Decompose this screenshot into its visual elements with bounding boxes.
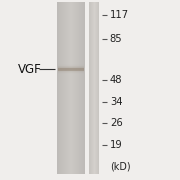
Bar <box>63 2 64 174</box>
Bar <box>58 70 84 71</box>
Bar <box>76 2 77 174</box>
Bar <box>72 2 73 174</box>
Bar <box>66 2 67 174</box>
Bar <box>80 2 81 174</box>
Bar <box>58 69 84 70</box>
Bar <box>74 2 75 174</box>
Bar <box>74 2 75 174</box>
Bar <box>58 68 84 71</box>
Bar <box>71 2 72 174</box>
Bar <box>96 2 97 174</box>
Bar <box>59 2 60 174</box>
Bar <box>81 2 82 174</box>
Bar <box>60 2 61 174</box>
Bar <box>60 2 61 174</box>
Bar <box>58 64 84 65</box>
Bar <box>78 2 79 174</box>
Bar <box>67 2 68 174</box>
Bar <box>77 2 78 174</box>
Text: 26: 26 <box>110 118 123 128</box>
Bar <box>94 2 95 174</box>
Bar <box>87 2 89 174</box>
Bar <box>62 2 63 174</box>
Bar <box>58 68 84 69</box>
Bar <box>97 2 98 174</box>
Bar <box>58 66 84 67</box>
Bar <box>58 72 84 73</box>
Bar <box>73 2 74 174</box>
Bar <box>92 2 93 174</box>
Bar <box>91 2 92 174</box>
Bar <box>59 2 60 174</box>
Bar <box>67 2 68 174</box>
Text: 85: 85 <box>110 34 122 44</box>
Bar <box>90 2 91 174</box>
Text: VGF: VGF <box>18 63 42 76</box>
Bar <box>83 2 84 174</box>
Bar <box>78 2 79 174</box>
Bar <box>68 2 69 174</box>
Bar <box>57 2 58 174</box>
Bar <box>82 2 83 174</box>
Bar <box>80 2 81 174</box>
Bar <box>94 2 95 174</box>
Bar <box>58 2 59 174</box>
Bar <box>95 2 96 174</box>
Text: 19: 19 <box>110 140 123 150</box>
Bar <box>66 2 67 174</box>
Bar <box>58 65 84 66</box>
Bar <box>58 67 84 68</box>
Bar <box>75 2 76 174</box>
Text: (kD): (kD) <box>110 161 130 172</box>
Bar <box>68 2 69 174</box>
Bar <box>98 2 99 174</box>
Bar <box>58 73 84 74</box>
Bar <box>98 2 99 174</box>
Bar <box>65 2 66 174</box>
Bar <box>73 2 74 174</box>
Bar <box>58 2 59 174</box>
Text: 48: 48 <box>110 75 122 85</box>
Bar <box>93 2 94 174</box>
Bar <box>84 2 85 174</box>
Bar <box>81 2 82 174</box>
Bar <box>89 2 90 174</box>
Bar <box>70 2 71 174</box>
Bar <box>61 2 62 174</box>
Text: 34: 34 <box>110 97 122 107</box>
Bar <box>79 2 80 174</box>
Text: 117: 117 <box>110 10 129 20</box>
Bar <box>69 2 70 174</box>
Bar <box>96 2 97 174</box>
Bar <box>61 2 62 174</box>
Bar <box>58 71 84 72</box>
Bar <box>64 2 65 174</box>
